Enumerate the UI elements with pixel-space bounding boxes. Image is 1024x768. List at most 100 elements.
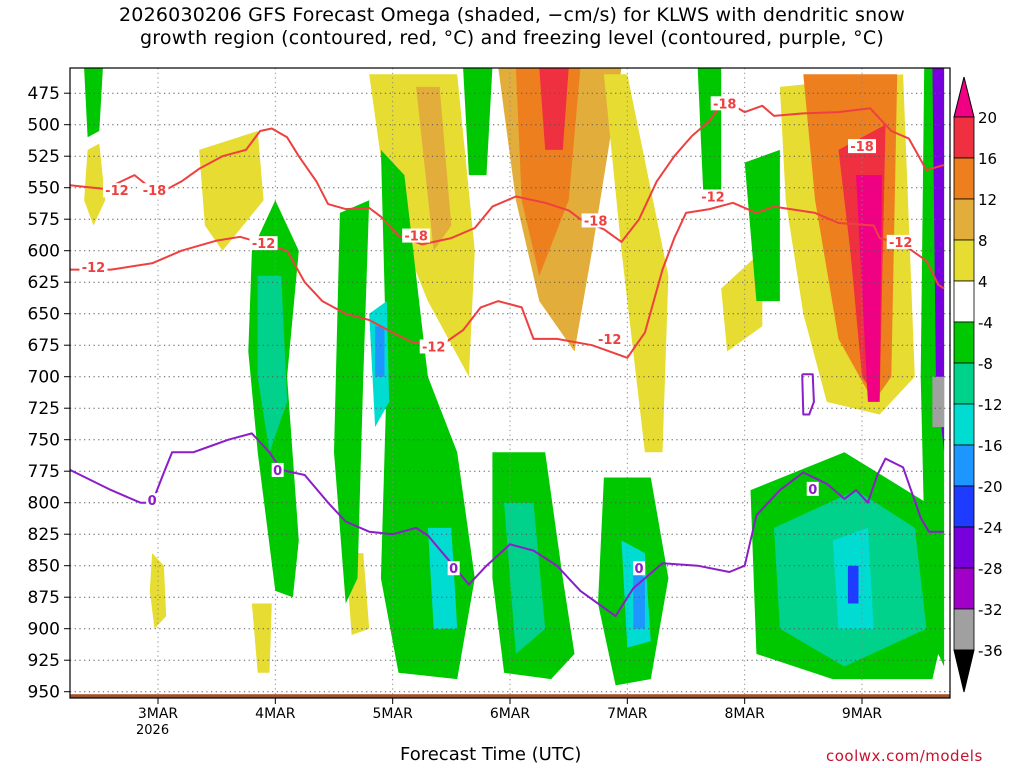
x-tick-label: 3MAR [138, 706, 179, 722]
x-tick-label: 7MAR [607, 706, 648, 722]
colorbar-label: -8 [978, 355, 993, 373]
colorbar-label: -12 [978, 396, 1003, 414]
contour-label: -18 [850, 140, 874, 155]
contour-lines: -12 -12 -12 -12 -12 -12 -12 -18 -18 -18 -18 -18 0 0 0 0… [70, 96, 945, 618]
omega-region [463, 68, 493, 176]
contour-label-bg [271, 462, 284, 477]
y-tick-label: 650 [28, 305, 60, 325]
omega-region [369, 74, 475, 377]
colorbar-label: -4 [978, 314, 993, 332]
y-tick-label: 625 [28, 273, 60, 293]
colorbar-bin [953, 157, 975, 200]
omega-region [847, 565, 859, 604]
omega-region [539, 68, 569, 150]
x-tick-label: 4MAR [255, 706, 296, 722]
contour-label: -12 [701, 191, 725, 206]
x-tick-label: 8MAR [725, 706, 766, 722]
credit-link[interactable]: coolwx.com/models [826, 747, 983, 765]
contour-label-bg [698, 189, 727, 204]
y-tick-label: 675 [28, 336, 60, 356]
colorbar-bin [953, 362, 975, 405]
x-axis-title: Forecast Time (UTC) [400, 744, 582, 765]
y-tick-label: 525 [28, 147, 60, 167]
x-axis: 3MAR 4MAR 5MAR 6MAR 7MAR 8MAR 9MAR [138, 698, 883, 722]
contour-label-bg [102, 183, 131, 198]
colorbar-bin [953, 485, 975, 528]
colorbar-label: 4 [978, 273, 988, 291]
omega-region [932, 376, 945, 428]
colorbar-label: -36 [978, 642, 1003, 660]
omega-region [199, 131, 264, 251]
contour-label: -12 [252, 237, 276, 252]
colorbar-bin [953, 608, 975, 651]
grid-lines [70, 68, 950, 698]
contour-label-bg [249, 236, 278, 251]
y-axis: 475 500 525 550 575 600 625 650 675 700 725 750 775 8… [28, 84, 70, 703]
year-label: 2026 [136, 723, 170, 738]
contour-label-bg [886, 234, 915, 249]
contour-label: 0 [148, 494, 157, 509]
y-tick-label: 925 [28, 651, 60, 671]
contour-label-bg [140, 183, 169, 198]
contour-label-bg [402, 228, 431, 243]
y-tick-label: 550 [28, 179, 60, 199]
contour-label: 0 [449, 562, 458, 577]
omega-region [721, 250, 763, 352]
contour-label: -12 [105, 184, 129, 199]
contour-label-bg [595, 331, 624, 346]
colorbar-bin [953, 116, 975, 159]
omega-region [84, 143, 106, 226]
colorbar-bin [953, 403, 975, 446]
y-tick-label: 900 [28, 620, 60, 640]
contour-line [70, 102, 945, 246]
contour-label: -12 [422, 340, 446, 355]
omega-region [84, 68, 103, 138]
colorbar-bin [953, 198, 975, 241]
colorbar-label: 20 [978, 109, 997, 127]
y-tick-label: 800 [28, 494, 60, 514]
contour-label: -12 [889, 236, 913, 251]
colorbar-label: 8 [978, 232, 988, 250]
colorbar-bottom-arrow [953, 649, 975, 693]
colorbar-top-arrow [953, 76, 975, 118]
y-tick-label: 700 [28, 368, 60, 388]
y-tick-label: 950 [28, 683, 60, 703]
omega-region [257, 275, 288, 453]
y-tick-label: 875 [28, 588, 60, 608]
contour-label-bg [806, 481, 819, 496]
y-tick-label: 825 [28, 525, 60, 545]
y-tick-label: 750 [28, 431, 60, 451]
contour-label-bg [581, 213, 610, 228]
chart-title: 2026030206 GFS Forecast Omega (shaded, −… [0, 4, 1024, 50]
contour-line [801, 373, 815, 416]
omega-region [334, 200, 370, 604]
contour-label-bg [419, 339, 448, 354]
colorbar-label: -32 [978, 601, 1003, 619]
omega-region [375, 326, 385, 377]
omega-region [697, 68, 722, 201]
contour-label: -18 [404, 230, 428, 245]
contour-label: -18 [713, 97, 737, 112]
colorbar-bin [953, 239, 975, 282]
colorbar-bin [953, 321, 975, 364]
omega-region [251, 603, 272, 673]
contour-label-bg [146, 493, 159, 508]
colorbar: 20 16 12 8 4 -4 -8 -12 -16 -20 -24 -28 -32 -36 [953, 76, 1003, 693]
colorbar-label: 16 [978, 150, 997, 168]
colorbar-label: -20 [978, 478, 1003, 496]
x-tick-label: 9MAR [842, 706, 883, 722]
contour-label-bg [710, 96, 739, 111]
y-tick-label: 600 [28, 242, 60, 262]
contour-label-bg [447, 561, 460, 576]
y-tick-label: 775 [28, 462, 60, 482]
omega-region [932, 68, 945, 453]
contour-label: -12 [82, 261, 106, 276]
colorbar-label: -16 [978, 437, 1003, 455]
contour-label-bg [848, 139, 876, 154]
y-tick-label: 850 [28, 557, 60, 577]
ground-layer [70, 694, 950, 698]
colorbar-bin [953, 526, 975, 569]
y-tick-label: 475 [28, 84, 60, 104]
colorbar-bin [953, 280, 975, 323]
